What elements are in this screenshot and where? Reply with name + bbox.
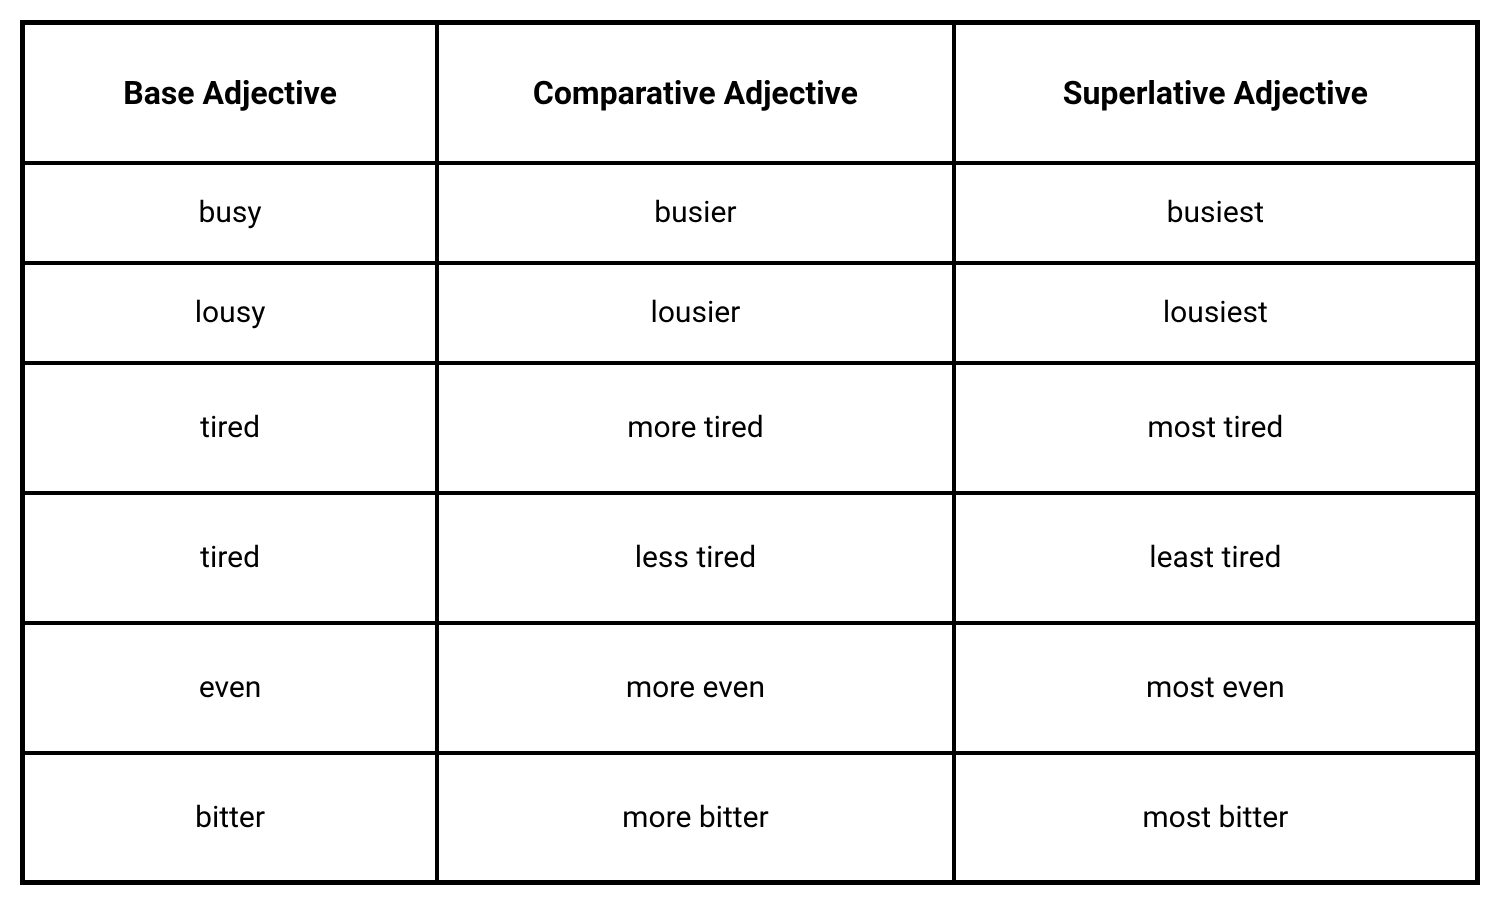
table-header: Base Adjective Comparative Adjective Sup… [23,23,1478,163]
adjective-table-container: Base Adjective Comparative Adjective Sup… [20,20,1480,885]
table-row: bitter more bitter most bitter [23,753,1478,883]
table-row: tired more tired most tired [23,363,1478,493]
cell-base: bitter [23,753,438,883]
table-header-row: Base Adjective Comparative Adjective Sup… [23,23,1478,163]
table-row: lousy lousier lousiest [23,263,1478,363]
column-header-comparative: Comparative Adjective [437,23,954,163]
column-header-superlative: Superlative Adjective [954,23,1478,163]
table-row: busy busier busiest [23,163,1478,263]
table-body: busy busier busiest lousy lousier lousie… [23,163,1478,883]
cell-comparative: more bitter [437,753,954,883]
cell-comparative: lousier [437,263,954,363]
table-row: even more even most even [23,623,1478,753]
cell-superlative: most tired [954,363,1478,493]
cell-comparative: less tired [437,493,954,623]
adjective-table: Base Adjective Comparative Adjective Sup… [20,20,1480,885]
cell-base: tired [23,493,438,623]
cell-comparative: more tired [437,363,954,493]
cell-superlative: lousiest [954,263,1478,363]
cell-superlative: busiest [954,163,1478,263]
cell-comparative: busier [437,163,954,263]
cell-superlative: most even [954,623,1478,753]
cell-superlative: least tired [954,493,1478,623]
cell-base: lousy [23,263,438,363]
cell-superlative: most bitter [954,753,1478,883]
cell-base: even [23,623,438,753]
cell-base: tired [23,363,438,493]
cell-base: busy [23,163,438,263]
table-row: tired less tired least tired [23,493,1478,623]
column-header-base: Base Adjective [23,23,438,163]
cell-comparative: more even [437,623,954,753]
